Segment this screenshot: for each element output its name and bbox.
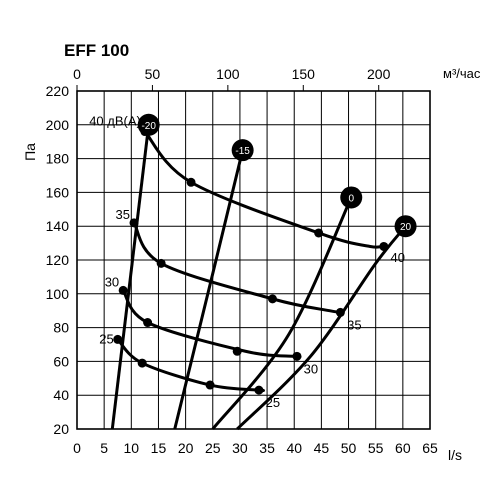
curve-marker-label: 20 <box>400 222 412 233</box>
operating-point <box>268 294 278 304</box>
operating-point <box>232 346 242 356</box>
curve-marker <box>394 215 417 238</box>
system-curve-markers: -20 -15 0 20 <box>137 113 417 238</box>
curves <box>110 124 407 431</box>
y-tick-label: 220 <box>46 83 70 99</box>
operating-point <box>292 351 302 361</box>
system-curve <box>173 149 245 430</box>
operating-point <box>379 241 389 251</box>
top-tick-label: 50 <box>145 66 161 82</box>
x-tick-label: 0 <box>73 440 81 456</box>
y-axis-label: Па <box>22 143 38 161</box>
x-tick-label: 60 <box>395 440 411 456</box>
sound-curve-label-left: 25 <box>99 331 113 346</box>
x-tick-label: 50 <box>341 440 357 456</box>
system-curve <box>236 225 407 431</box>
operating-point <box>186 177 196 187</box>
operating-point <box>314 228 324 238</box>
sound-curve-label-left: 30 <box>105 274 119 289</box>
sound-curve-label-right: 25 <box>266 395 280 410</box>
operating-point <box>143 318 153 328</box>
curve-marker <box>340 186 363 209</box>
operating-point <box>113 334 123 344</box>
operating-point <box>156 258 166 268</box>
y-tick-label: 80 <box>53 320 69 336</box>
y-tick-label: 140 <box>46 218 70 234</box>
y-tick-label: 100 <box>46 286 70 302</box>
data-points <box>113 127 389 395</box>
sound-level-curve <box>143 130 387 249</box>
curve-marker-label: -20 <box>141 121 156 132</box>
sound-curve-label-right: 40 <box>391 250 405 265</box>
system-curve <box>211 196 353 430</box>
operating-point <box>335 307 345 317</box>
sound-curve-label-right: 30 <box>304 361 318 376</box>
x-tick-label: 45 <box>314 440 330 456</box>
sound-curve-label-left: 40 дВ(А) <box>89 114 141 129</box>
y-tick-label: 120 <box>46 252 70 268</box>
top-tick-label: 100 <box>216 66 240 82</box>
x-tick-label: 30 <box>232 440 248 456</box>
x-tick-label: 65 <box>422 440 438 456</box>
operating-point <box>118 285 128 295</box>
y-tick-label: 160 <box>46 184 70 200</box>
operating-point <box>137 358 147 368</box>
sound-curve-label-left: 35 <box>116 207 130 222</box>
x-tick-label: 55 <box>368 440 384 456</box>
x-tick-label: 15 <box>151 440 167 456</box>
y-tick-label: 180 <box>46 151 70 167</box>
curve-labels: 40 дВ(А) 40 35 35 30 30 25 25 <box>89 114 405 411</box>
sound-level-curve <box>132 221 344 314</box>
plot-frame <box>76 90 431 430</box>
chart-title: EFF 100 <box>64 41 129 60</box>
operating-point <box>254 385 264 395</box>
operating-point <box>205 380 215 390</box>
y-tick-label: 20 <box>53 421 69 437</box>
top-axis-unit: м³/час <box>443 66 481 81</box>
top-tick-label: 0 <box>73 66 81 82</box>
operating-point <box>129 218 139 228</box>
grid <box>76 85 431 430</box>
top-tick-label: 200 <box>367 66 391 82</box>
x-tick-label: 25 <box>205 440 221 456</box>
sound-curve-label-right: 35 <box>347 317 361 332</box>
bottom-axis-unit: l/s <box>448 447 462 463</box>
x-tick-label: 10 <box>124 440 140 456</box>
y-tick-label: 40 <box>53 387 69 403</box>
y-tick-label: 200 <box>46 117 70 133</box>
top-tick-label: 150 <box>292 66 316 82</box>
x-tick-label: 20 <box>178 440 194 456</box>
y-tick-label: 60 <box>53 353 69 369</box>
x-tick-label: 40 <box>286 440 302 456</box>
curve-marker-label: -15 <box>235 146 250 157</box>
x-tick-label: 35 <box>259 440 275 456</box>
curve-marker <box>231 139 254 162</box>
system-curve <box>110 124 151 430</box>
curve-marker-label: 0 <box>348 193 354 204</box>
x-tick-label: 5 <box>100 440 108 456</box>
curve-marker <box>137 113 160 136</box>
